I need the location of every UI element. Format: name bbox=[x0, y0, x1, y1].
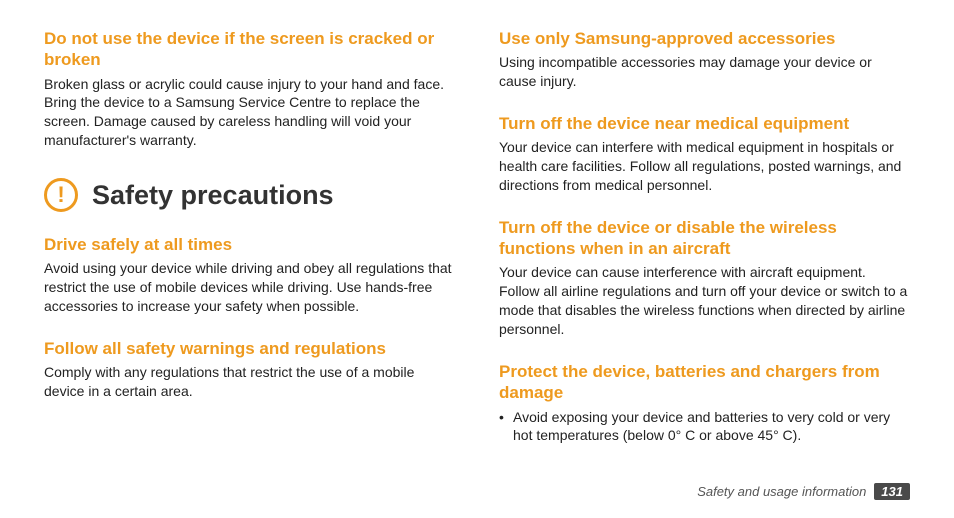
right-column: Use only Samsung-approved accessories Us… bbox=[499, 28, 910, 477]
block-drive-safely: Drive safely at all times Avoid using yo… bbox=[44, 234, 455, 316]
warning-icon: ! bbox=[44, 178, 78, 212]
page-footer: Safety and usage information 131 bbox=[44, 483, 910, 500]
two-column-layout: Do not use the device if the screen is c… bbox=[44, 28, 910, 477]
heading-aircraft: Turn off the device or disable the wirel… bbox=[499, 217, 910, 260]
body-medical-equipment: Your device can interfere with medical e… bbox=[499, 138, 910, 195]
block-protect-device: Protect the device, batteries and charge… bbox=[499, 361, 910, 445]
heading-cracked-screen: Do not use the device if the screen is c… bbox=[44, 28, 455, 71]
bullet-temperature: Avoid exposing your device and batteries… bbox=[499, 408, 910, 446]
block-cracked-screen: Do not use the device if the screen is c… bbox=[44, 28, 455, 150]
heading-safety-warnings: Follow all safety warnings and regulatio… bbox=[44, 338, 455, 359]
warning-icon-glyph: ! bbox=[57, 184, 64, 206]
block-medical-equipment: Turn off the device near medical equipme… bbox=[499, 113, 910, 195]
heading-protect-device: Protect the device, batteries and charge… bbox=[499, 361, 910, 404]
body-approved-accessories: Using incompatible accessories may damag… bbox=[499, 53, 910, 91]
page-number-badge: 131 bbox=[874, 483, 910, 500]
body-cracked-screen: Broken glass or acrylic could cause inju… bbox=[44, 75, 455, 151]
left-column: Do not use the device if the screen is c… bbox=[44, 28, 455, 477]
heading-approved-accessories: Use only Samsung-approved accessories bbox=[499, 28, 910, 49]
bullet-list-protect-device: Avoid exposing your device and batteries… bbox=[499, 408, 910, 446]
heading-drive-safely: Drive safely at all times bbox=[44, 234, 455, 255]
section-header-row: ! Safety precautions bbox=[44, 178, 455, 212]
body-aircraft: Your device can cause interference with … bbox=[499, 263, 910, 339]
block-safety-warnings: Follow all safety warnings and regulatio… bbox=[44, 338, 455, 401]
body-drive-safely: Avoid using your device while driving an… bbox=[44, 259, 455, 316]
footer-section-label: Safety and usage information bbox=[697, 484, 866, 499]
block-approved-accessories: Use only Samsung-approved accessories Us… bbox=[499, 28, 910, 91]
manual-page: Do not use the device if the screen is c… bbox=[0, 0, 954, 518]
heading-medical-equipment: Turn off the device near medical equipme… bbox=[499, 113, 910, 134]
block-aircraft: Turn off the device or disable the wirel… bbox=[499, 217, 910, 339]
body-safety-warnings: Comply with any regulations that restric… bbox=[44, 363, 455, 401]
section-title-safety-precautions: Safety precautions bbox=[92, 180, 334, 211]
